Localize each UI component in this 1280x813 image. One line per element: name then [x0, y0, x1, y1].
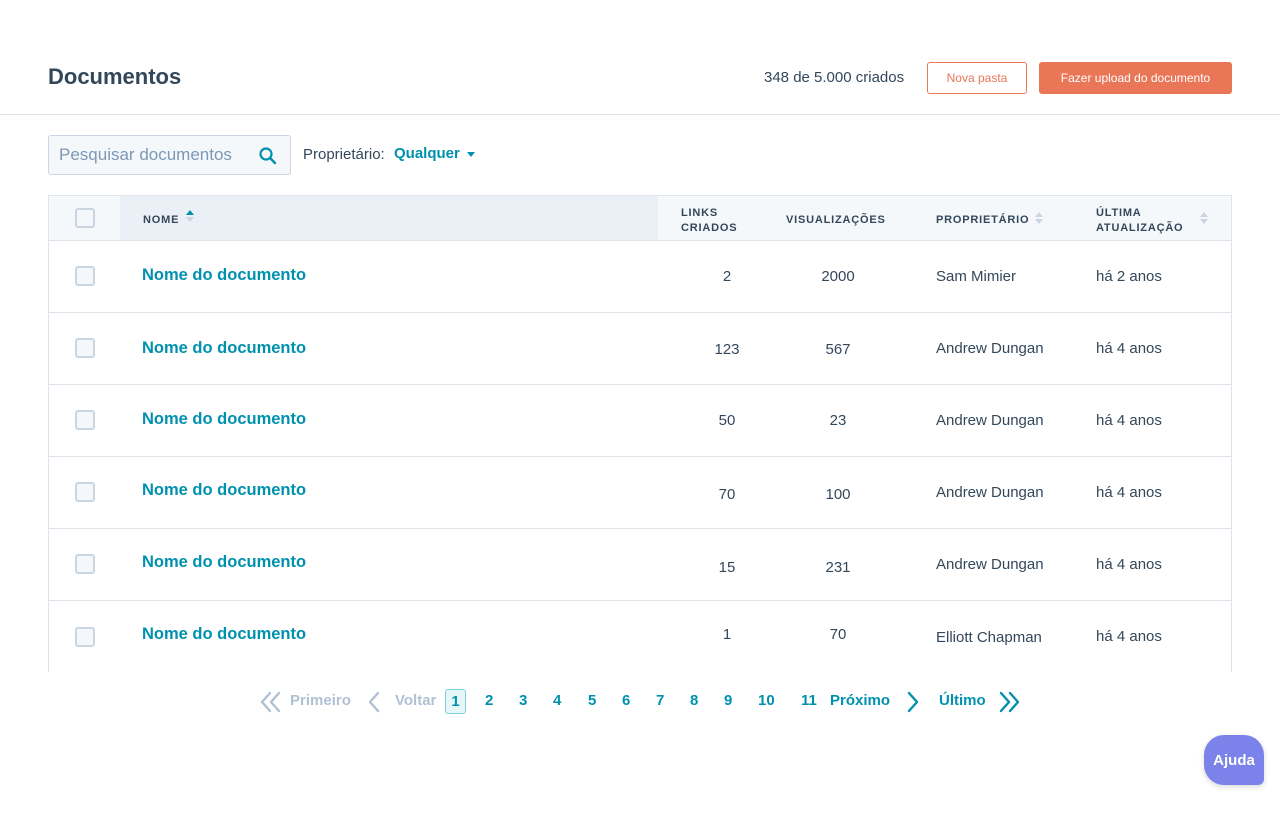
- links-column-label-line1: LINKS: [681, 207, 718, 219]
- owner-name: Elliott Chapman: [936, 629, 1042, 646]
- row-checkbox[interactable]: [75, 266, 95, 286]
- row-checkbox[interactable]: [75, 410, 95, 430]
- table-row: Nome do documento 15 231 Andrew Dungan h…: [49, 529, 1231, 601]
- pagination-page[interactable]: 7: [656, 692, 665, 709]
- views-count: 100: [825, 486, 851, 503]
- table-row: Nome do documento 50 23 Andrew Dungan há…: [49, 385, 1231, 457]
- last-updated: há 4 anos: [1096, 340, 1162, 357]
- sort-ascending-icon: [186, 210, 194, 222]
- pagination-page[interactable]: 9: [724, 692, 733, 709]
- document-name-link[interactable]: Nome do documento: [142, 553, 307, 571]
- row-checkbox[interactable]: [75, 627, 95, 647]
- documents-table: NOME LINKS CRIADOS VISUALIZAÇÕES PROPRIE…: [48, 195, 1232, 673]
- views-count: 70: [829, 626, 847, 643]
- owner-name: Sam Mimier: [936, 268, 1017, 285]
- double-chevron-left-icon: [260, 691, 281, 713]
- pagination-next[interactable]: Próximo: [830, 692, 891, 709]
- links-count: 15: [718, 559, 736, 576]
- owner-name: Andrew Dungan: [936, 484, 1044, 501]
- views-count: 567: [825, 341, 851, 358]
- search-box: [48, 135, 291, 175]
- updated-column-label-line1: ÚLTIMA: [1096, 207, 1142, 219]
- pagination-page[interactable]: 5: [588, 692, 597, 709]
- owner-filter-value: Qualquer: [394, 145, 460, 162]
- help-button[interactable]: Ajuda: [1204, 735, 1264, 785]
- views-column-label: VISUALIZAÇÕES: [786, 214, 886, 226]
- pagination-page[interactable]: 3: [519, 692, 528, 709]
- table-header: NOME LINKS CRIADOS VISUALIZAÇÕES PROPRIE…: [49, 196, 1231, 241]
- new-folder-button[interactable]: Nova pasta: [927, 62, 1027, 94]
- table-row: Nome do documento 123 567 Andrew Dungan …: [49, 313, 1231, 385]
- table-row: Nome do documento 1 70 Elliott Chapman h…: [49, 601, 1231, 673]
- pagination-prev[interactable]: Voltar: [395, 692, 437, 709]
- pagination-page[interactable]: 10: [758, 692, 775, 709]
- document-name-link[interactable]: Nome do documento: [142, 625, 307, 643]
- pagination-last[interactable]: Último: [939, 692, 986, 709]
- pagination-page[interactable]: 2: [485, 692, 494, 709]
- views-count: 231: [825, 559, 851, 576]
- row-checkbox[interactable]: [75, 554, 95, 574]
- last-updated: há 4 anos: [1096, 556, 1162, 573]
- document-name-link[interactable]: Nome do documento: [142, 266, 307, 284]
- last-updated: há 4 anos: [1096, 412, 1162, 429]
- document-name-link[interactable]: Nome do documento: [142, 410, 307, 428]
- table-row: Nome do documento 70 100 Andrew Dungan h…: [49, 457, 1231, 529]
- double-chevron-right-icon: [999, 691, 1020, 713]
- name-column-header[interactable]: NOME: [120, 196, 658, 240]
- caret-down-icon: [466, 151, 475, 157]
- pagination-current-page[interactable]: 1: [445, 689, 466, 714]
- last-updated: há 4 anos: [1096, 628, 1162, 645]
- chevron-right-icon: [907, 691, 919, 713]
- pagination-page[interactable]: 4: [553, 692, 562, 709]
- owner-name: Andrew Dungan: [936, 412, 1044, 429]
- pagination-page[interactable]: 6: [622, 692, 631, 709]
- pagination-page[interactable]: 8: [690, 692, 699, 709]
- help-label: Ajuda: [1213, 751, 1255, 769]
- owner-name: Andrew Dungan: [936, 556, 1044, 573]
- select-all-checkbox[interactable]: [75, 208, 95, 228]
- links-count: 123: [714, 341, 740, 358]
- search-input[interactable]: [59, 136, 254, 174]
- links-count: 2: [722, 268, 732, 285]
- updated-column-label-line2: ATUALIZAÇÃO: [1096, 222, 1184, 234]
- document-name-link[interactable]: Nome do documento: [142, 339, 307, 357]
- sort-icon: [1035, 212, 1043, 224]
- owner-filter-dropdown[interactable]: Qualquer: [394, 145, 475, 162]
- pagination-page[interactable]: 11: [801, 692, 817, 709]
- pagination: Primeiro Voltar 1 2 3 4 5 6 7 8 9 10 11 …: [0, 688, 1280, 716]
- upload-document-button[interactable]: Fazer upload do documento: [1039, 62, 1232, 94]
- last-updated: há 2 anos: [1096, 268, 1162, 285]
- links-column-label-line2: CRIADOS: [681, 222, 738, 234]
- documents-count: 348 de 5.000 criados: [764, 69, 905, 86]
- links-count: 70: [718, 486, 736, 503]
- owner-filter-label: Proprietário:: [303, 146, 385, 163]
- table-row: Nome do documento 2 2000 Sam Mimier há 2…: [49, 241, 1231, 313]
- last-updated: há 4 anos: [1096, 484, 1162, 501]
- page-title: Documentos: [48, 64, 182, 89]
- search-icon[interactable]: [258, 146, 278, 166]
- views-count: 23: [829, 412, 847, 429]
- chevron-left-icon: [368, 691, 380, 713]
- owner-column-label: PROPRIETÁRIO: [936, 214, 1030, 226]
- links-count: 1: [722, 626, 732, 643]
- pagination-first[interactable]: Primeiro: [290, 692, 351, 709]
- page-header: Documentos 348 de 5.000 criados Nova pas…: [0, 0, 1280, 115]
- document-name-link[interactable]: Nome do documento: [142, 481, 307, 499]
- row-checkbox[interactable]: [75, 482, 95, 502]
- links-count: 50: [718, 412, 736, 429]
- row-checkbox[interactable]: [75, 338, 95, 358]
- owner-name: Andrew Dungan: [936, 340, 1044, 357]
- name-column-label: NOME: [143, 214, 180, 226]
- views-count: 2000: [821, 268, 855, 285]
- sort-icon: [1200, 212, 1208, 224]
